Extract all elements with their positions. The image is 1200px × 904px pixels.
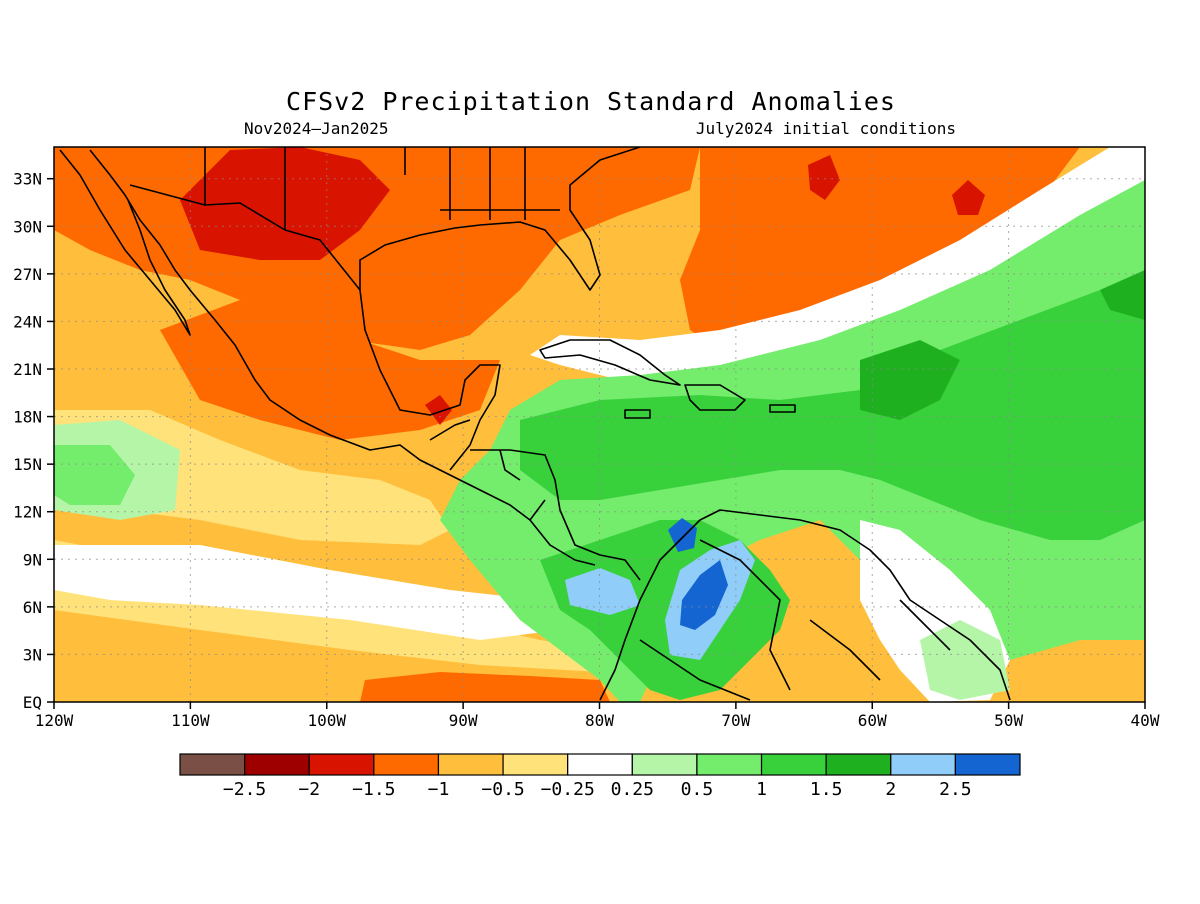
x-tick-label: 110W bbox=[171, 711, 210, 730]
color-legend bbox=[179, 753, 1021, 776]
wet-region-strong bbox=[860, 340, 960, 420]
x-tick-label: 60W bbox=[858, 711, 887, 730]
legend-swatch bbox=[502, 753, 569, 776]
wet-region-maracaibo-core bbox=[668, 518, 697, 552]
legend-swatch bbox=[696, 753, 763, 776]
wet-region-central bbox=[520, 270, 1145, 540]
legend-label: −0.25 bbox=[541, 779, 595, 800]
y-tick-label: 9N bbox=[23, 550, 42, 569]
coastline-cuba bbox=[539, 339, 681, 386]
x-tick-label: 70W bbox=[721, 711, 750, 730]
legend-swatch bbox=[825, 753, 892, 776]
x-tick-label: 120W bbox=[35, 711, 74, 730]
legend-swatch bbox=[567, 753, 633, 776]
border-us-mexico bbox=[129, 184, 361, 291]
dry-region-mexico-inner bbox=[160, 300, 500, 440]
x-tick-label: 50W bbox=[994, 711, 1023, 730]
coastline-baja bbox=[59, 149, 191, 336]
coastline-puerto-rico bbox=[769, 404, 796, 413]
border-south-america bbox=[639, 539, 951, 701]
dry-region-equator-east bbox=[360, 672, 610, 702]
wet-region-panama-blue bbox=[565, 568, 640, 615]
latitude-labels: EQ 3N 6N 9N 12N 15N 18N 21N 24N 27N 30N 33N bbox=[13, 170, 42, 712]
initial-conditions-label: July2024 initial conditions bbox=[696, 119, 956, 138]
y-tick-label: 24N bbox=[13, 312, 42, 331]
wet-region-strong-atlantic bbox=[1100, 270, 1145, 320]
longitude-labels: 120W 110W 100W 90W 80W 70W 60W 50W 40W bbox=[35, 711, 1160, 730]
legend-label: 0.25 bbox=[611, 779, 654, 800]
x-tick-label: 100W bbox=[307, 711, 346, 730]
legend-label: −2.5 bbox=[223, 779, 266, 800]
map-area bbox=[54, 147, 1145, 702]
x-tick-label: 90W bbox=[449, 711, 478, 730]
y-tick-label: EQ bbox=[23, 693, 42, 712]
y-tick-label: 27N bbox=[13, 265, 42, 284]
legend-label: −1.5 bbox=[352, 779, 395, 800]
coastline-yucatan bbox=[359, 289, 501, 471]
legend-swatch bbox=[373, 753, 440, 776]
legend-swatch bbox=[954, 753, 1021, 776]
y-tick-label: 21N bbox=[13, 360, 42, 379]
y-tick-label: 15N bbox=[13, 455, 42, 474]
legend-swatch bbox=[308, 753, 375, 776]
grid-lines bbox=[54, 147, 1145, 702]
legend-swatch bbox=[760, 753, 827, 776]
dry-region-southeast bbox=[1015, 640, 1145, 702]
legend-labels: −2.5 −2 −1.5 −1 −0.5 −0.25 0.25 0.5 1 1.5 2 2.5 bbox=[223, 779, 972, 800]
wet-region-pacific-west-core bbox=[54, 445, 135, 505]
axis-ticks bbox=[47, 177, 1146, 709]
legend-swatch bbox=[890, 753, 956, 776]
border-us-states bbox=[204, 147, 560, 230]
very-dry-region-gulf bbox=[808, 155, 840, 200]
x-tick-label: 40W bbox=[1131, 711, 1160, 730]
legend-label: 1.5 bbox=[810, 779, 843, 800]
legend-label: 0.5 bbox=[681, 779, 714, 800]
y-tick-label: 30N bbox=[13, 217, 42, 236]
coastline-hispaniola bbox=[684, 384, 746, 411]
legend-swatch bbox=[631, 753, 698, 776]
very-dry-region-yucatan bbox=[425, 395, 452, 425]
legend-swatch bbox=[244, 753, 310, 776]
legend-label: −0.5 bbox=[481, 779, 524, 800]
coastlines bbox=[59, 147, 1011, 701]
wet-region-brazil-light bbox=[920, 620, 1010, 700]
legend-label: −1 bbox=[428, 779, 450, 800]
coastline-caribbean-central bbox=[470, 449, 641, 581]
y-tick-label: 3N bbox=[23, 645, 42, 664]
legend-label: 1 bbox=[756, 779, 767, 800]
neutral-band-pacific bbox=[54, 545, 560, 640]
legend-label: −2 bbox=[298, 779, 320, 800]
map-title: CFSv2 Precipitation Standard Anomalies bbox=[286, 87, 896, 116]
y-tick-label: 18N bbox=[13, 408, 42, 427]
period-label: Nov2024—Jan2025 bbox=[244, 119, 389, 138]
coastline-jamaica bbox=[624, 409, 651, 419]
legend-swatch bbox=[437, 753, 504, 776]
y-tick-label: 33N bbox=[13, 170, 42, 189]
very-dry-region-atlantic bbox=[952, 180, 985, 215]
coastline-gulf-mexico bbox=[359, 147, 641, 291]
legend-swatch bbox=[179, 753, 246, 776]
wet-region-andes-core bbox=[680, 560, 728, 630]
coastline-south-america bbox=[599, 509, 1011, 701]
x-tick-label: 80W bbox=[585, 711, 614, 730]
y-tick-label: 12N bbox=[13, 503, 42, 522]
coastline-pacific-mexico bbox=[89, 149, 596, 566]
y-tick-label: 6N bbox=[23, 598, 42, 617]
border-central-america bbox=[429, 419, 546, 521]
legend-label: 2.5 bbox=[939, 779, 972, 800]
legend-label: 2 bbox=[885, 779, 896, 800]
